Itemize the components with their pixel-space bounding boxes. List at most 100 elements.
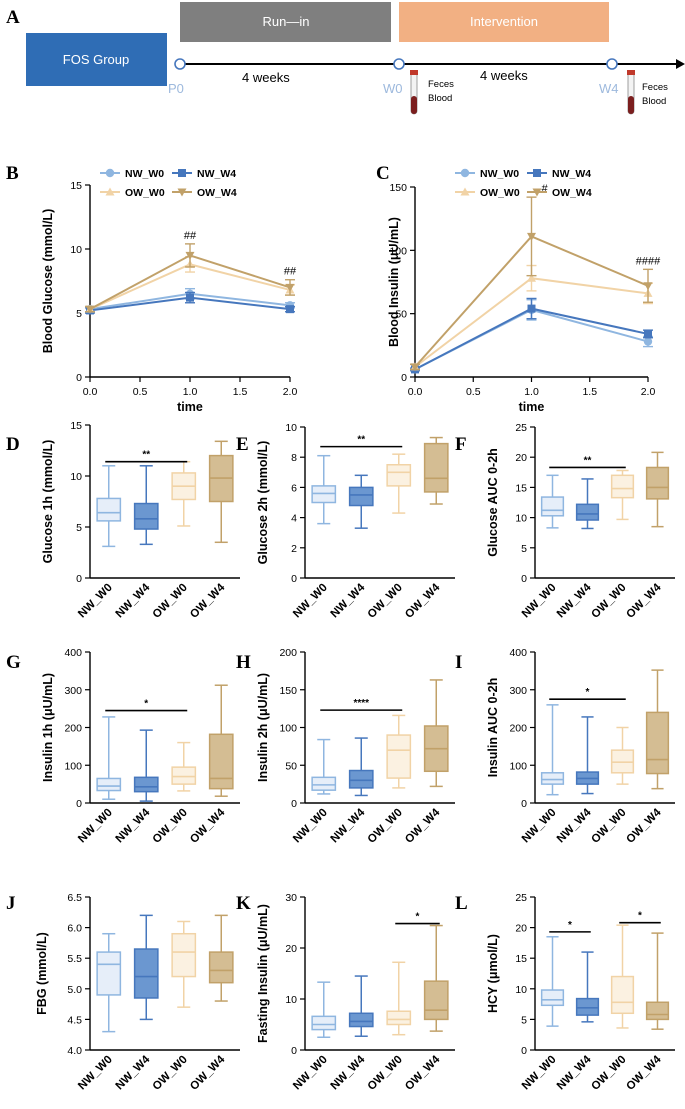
x-tick-label: 1.5 bbox=[582, 386, 597, 398]
x-tick-label: OW_W0 bbox=[151, 582, 190, 621]
data-point bbox=[105, 187, 115, 196]
chart-panel-h: H 0 50 100 150 200 Insulin 2h (μU/mL) NW_W0NW_W… bbox=[236, 647, 455, 846]
x-tick-label: 0.0 bbox=[408, 386, 423, 398]
box-ow-w4 bbox=[423, 924, 449, 1032]
y-axis-title: Fasting Insulin (μU/mL) bbox=[256, 904, 270, 1043]
y-tick-label: 50 bbox=[395, 309, 407, 321]
x-tick-label: NW_W0 bbox=[76, 807, 115, 846]
x-tick-label: OW_W4 bbox=[624, 581, 664, 621]
y-tick-label: 0 bbox=[521, 798, 527, 810]
y-axis-title: Insulin 1h (μU/mL) bbox=[41, 673, 55, 782]
data-point bbox=[177, 188, 187, 197]
panel-letter-l: L bbox=[455, 893, 468, 914]
legend-entry: OW_W4 bbox=[197, 187, 237, 199]
y-tick-label: 4.0 bbox=[67, 1045, 82, 1057]
y-tick-label: 0 bbox=[291, 798, 297, 810]
timeline-panel: A FOS Group Run—in Intervention P0 W0 W4… bbox=[6, 2, 685, 115]
y-tick-label: 4 bbox=[291, 513, 297, 525]
panel-letter-e: E bbox=[236, 434, 249, 455]
data-point bbox=[286, 305, 294, 314]
y-tick-label: 5 bbox=[76, 308, 82, 320]
y-tick-label: 0 bbox=[291, 573, 297, 585]
data-point bbox=[527, 232, 536, 241]
y-tick-label: 15 bbox=[70, 420, 82, 432]
data-point bbox=[186, 293, 194, 302]
legend-entry: NW_W0 bbox=[125, 168, 164, 180]
y-tick-label: 6 bbox=[291, 482, 297, 494]
box-iqr bbox=[386, 734, 412, 779]
x-tick-label: OW_W0 bbox=[151, 807, 190, 846]
box-ow-w4 bbox=[645, 451, 670, 528]
y-tick-label: 0 bbox=[76, 573, 82, 585]
significance-label: * bbox=[638, 911, 642, 922]
significance-annotation: ## bbox=[284, 266, 297, 278]
box-nw-w0 bbox=[96, 716, 122, 800]
y-tick-label: 50 bbox=[285, 760, 297, 772]
panel-letter-c: C bbox=[376, 163, 390, 184]
chart-panel-j: J 4.0 4.5 5.0 5.5 6.0 6.5 FBG (mmol/L) NW_W0NW_W… bbox=[6, 892, 240, 1093]
panel-letter-j: J bbox=[6, 893, 16, 914]
box-ow-w4 bbox=[208, 440, 234, 544]
y-tick-label: 15 bbox=[515, 482, 527, 494]
x-tick-label: OW_W0 bbox=[366, 807, 405, 846]
x-tick-label: NW_W0 bbox=[520, 1054, 559, 1093]
x-tick-label: OW_W0 bbox=[151, 1054, 190, 1093]
y-tick-label: 2 bbox=[291, 543, 297, 555]
fos-group-box bbox=[26, 33, 167, 86]
charts-layer: B 0 5 10 15 Blood Glucose (mmol/L) 0.0 0.5 1.0 1.… bbox=[6, 163, 675, 1093]
y-tick-label: 0 bbox=[291, 1045, 297, 1057]
box-ow-w4 bbox=[423, 679, 449, 788]
y-tick-label: 25 bbox=[515, 892, 527, 904]
box-iqr bbox=[540, 496, 565, 517]
y-tick-label: 0 bbox=[521, 573, 527, 585]
significance-label: **** bbox=[353, 698, 369, 709]
box-ow-w4 bbox=[208, 914, 234, 1002]
y-tick-label: 0 bbox=[521, 1045, 527, 1057]
blood-label-w0: Blood bbox=[428, 93, 452, 104]
data-point bbox=[460, 168, 470, 178]
blood-tube-icon bbox=[410, 70, 418, 115]
y-tick-label: 300 bbox=[64, 685, 82, 697]
y-tick-label: 10 bbox=[70, 244, 82, 256]
legend-entry: OW_W0 bbox=[125, 187, 165, 199]
x-tick-label: OW_W4 bbox=[188, 806, 228, 846]
x-tick-label: NW_W4 bbox=[329, 1053, 368, 1092]
x-tick-label: OW_W4 bbox=[624, 1053, 664, 1093]
x-tick-label: NW_W0 bbox=[76, 582, 115, 621]
chart-panel-g: G 0 100 200 300 400 Insulin 1h (μU/mL) NW_W0NW_… bbox=[6, 647, 240, 846]
y-tick-label: 200 bbox=[279, 647, 297, 659]
chart-panel-b: B 0 5 10 15 Blood Glucose (mmol/L) 0.0 0.5 1.0 1.… bbox=[6, 163, 297, 414]
y-tick-label: 4.5 bbox=[67, 1014, 82, 1026]
y-tick-label: 10 bbox=[285, 422, 297, 434]
y-tick-label: 5.5 bbox=[67, 953, 82, 965]
box-nw-w4 bbox=[348, 737, 374, 797]
panel-letter-f: F bbox=[455, 434, 467, 455]
data-point bbox=[533, 169, 541, 177]
x-axis-title: time bbox=[519, 400, 545, 414]
box-nw-w0 bbox=[311, 738, 337, 795]
x-tick-label: NW_W0 bbox=[291, 582, 330, 621]
box-ow-w0 bbox=[386, 453, 412, 514]
panel-letter-h: H bbox=[236, 652, 251, 673]
x-tick-label: 1.0 bbox=[183, 386, 198, 398]
box-iqr bbox=[171, 932, 197, 978]
timepoint-w4-marker bbox=[606, 58, 618, 70]
data-point bbox=[185, 251, 195, 260]
runin-box bbox=[180, 2, 391, 42]
y-tick-label: 15 bbox=[70, 180, 82, 192]
timepoint-w0-marker bbox=[393, 58, 405, 70]
data-point bbox=[105, 168, 115, 178]
box-nw-w4 bbox=[133, 465, 159, 546]
x-tick-label: OW_W0 bbox=[589, 1054, 628, 1093]
x-tick-label: NW_W0 bbox=[291, 1054, 330, 1093]
box-iqr bbox=[386, 464, 412, 487]
y-tick-label: 8 bbox=[291, 452, 297, 464]
y-tick-label: 150 bbox=[389, 182, 407, 194]
box-ow-w0 bbox=[610, 924, 635, 1029]
y-tick-label: 300 bbox=[509, 685, 527, 697]
y-tick-label: 100 bbox=[389, 245, 407, 257]
y-axis-title: Glucose 1h (mmol/L) bbox=[41, 440, 55, 564]
y-tick-label: 30 bbox=[285, 892, 297, 904]
